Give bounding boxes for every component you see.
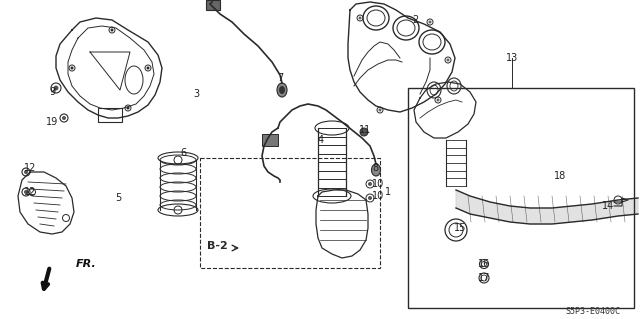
Ellipse shape (24, 170, 28, 174)
Text: 14: 14 (602, 201, 614, 211)
Text: 2: 2 (412, 15, 418, 25)
Ellipse shape (70, 66, 74, 70)
Ellipse shape (358, 17, 362, 19)
Text: S5P3-E0400C: S5P3-E0400C (565, 307, 620, 316)
Text: 12: 12 (24, 163, 36, 173)
Ellipse shape (279, 86, 285, 94)
Text: 6: 6 (180, 148, 186, 158)
Ellipse shape (436, 99, 440, 101)
Text: 17: 17 (478, 273, 490, 283)
Text: 7: 7 (277, 73, 283, 83)
Ellipse shape (360, 128, 368, 136)
Bar (408, 88, 634, 308)
Text: 1: 1 (385, 187, 391, 197)
Ellipse shape (368, 182, 372, 186)
Text: 4: 4 (318, 135, 324, 145)
Ellipse shape (127, 107, 129, 109)
Text: 15: 15 (454, 223, 466, 233)
Text: 18: 18 (554, 171, 566, 181)
Ellipse shape (368, 196, 372, 200)
Bar (98, 108, 122, 122)
Bar (200, 158, 380, 268)
Text: 8: 8 (372, 163, 378, 173)
Ellipse shape (429, 20, 431, 24)
Ellipse shape (24, 190, 28, 194)
Text: B-2: B-2 (207, 241, 228, 251)
Ellipse shape (277, 83, 287, 97)
Polygon shape (456, 190, 638, 224)
Ellipse shape (371, 164, 381, 176)
Text: 13: 13 (506, 53, 518, 63)
Ellipse shape (62, 116, 66, 120)
Text: FR.: FR. (76, 259, 97, 269)
Ellipse shape (378, 108, 381, 112)
Ellipse shape (447, 58, 449, 62)
Ellipse shape (264, 135, 276, 145)
Bar (206, 0, 220, 10)
Text: 10: 10 (372, 179, 384, 189)
Text: 16: 16 (478, 259, 490, 269)
Text: 5: 5 (115, 193, 121, 203)
Text: 10: 10 (372, 191, 384, 201)
Ellipse shape (111, 28, 113, 32)
Text: 9: 9 (49, 87, 55, 97)
Text: 3: 3 (193, 89, 199, 99)
Ellipse shape (54, 85, 58, 91)
Text: 12: 12 (24, 187, 36, 197)
Ellipse shape (147, 66, 150, 70)
Bar (262, 134, 278, 146)
Text: 11: 11 (359, 125, 371, 135)
Text: 19: 19 (46, 117, 58, 127)
